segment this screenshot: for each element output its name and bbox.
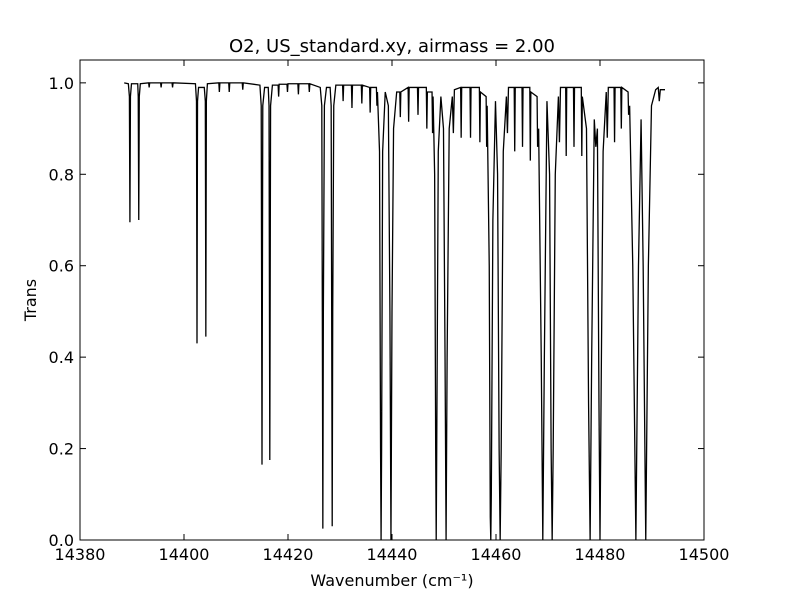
y-tick-label: 1.0: [49, 74, 74, 93]
x-tick-label: 14380: [55, 545, 106, 564]
x-axis-label: Wavenumber (cm⁻¹): [310, 571, 473, 590]
y-tick-label: 0.2: [49, 440, 74, 459]
x-tick-label: 14420: [263, 545, 314, 564]
y-tick-label: 0.0: [49, 531, 74, 550]
x-tick-label: 14480: [575, 545, 626, 564]
y-tick-label: 0.8: [49, 165, 74, 184]
y-axis-label: Trans: [21, 279, 40, 322]
x-tick-label: 14440: [367, 545, 418, 564]
y-tick-label: 0.6: [49, 257, 74, 276]
chart-title: O2, US_standard.xy, airmass = 2.00: [229, 36, 555, 57]
x-tick-label: 14400: [159, 545, 210, 564]
x-tick-label: 14500: [679, 545, 730, 564]
spectrum-line: [124, 82, 665, 541]
x-tick-label: 14460: [471, 545, 522, 564]
plot-frame: [79, 59, 705, 541]
y-tick-label: 0.4: [49, 348, 74, 367]
